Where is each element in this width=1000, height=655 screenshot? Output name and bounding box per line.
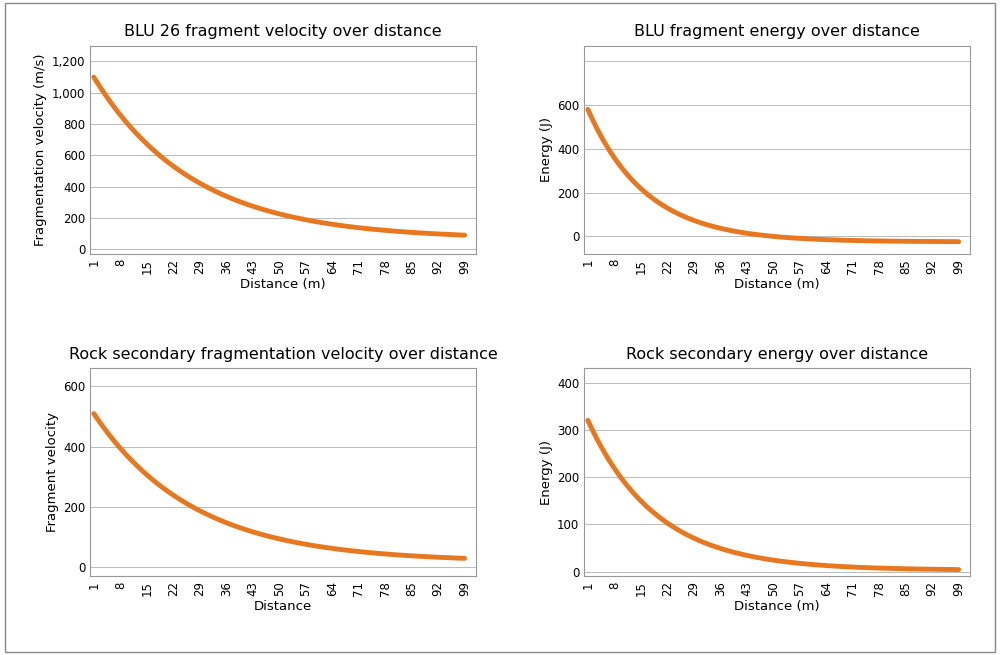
Title: Rock secondary energy over distance: Rock secondary energy over distance xyxy=(626,346,928,362)
X-axis label: Distance (m): Distance (m) xyxy=(734,278,820,291)
Y-axis label: Energy (J): Energy (J) xyxy=(540,117,553,182)
Y-axis label: Fragmentation velocity (m/s): Fragmentation velocity (m/s) xyxy=(34,54,47,246)
X-axis label: Distance (m): Distance (m) xyxy=(240,278,326,291)
X-axis label: Distance: Distance xyxy=(254,601,312,614)
Title: BLU fragment energy over distance: BLU fragment energy over distance xyxy=(634,24,920,39)
Y-axis label: Energy (J): Energy (J) xyxy=(540,440,553,505)
Title: Rock secondary fragmentation velocity over distance: Rock secondary fragmentation velocity ov… xyxy=(69,346,497,362)
Y-axis label: Fragment velocity: Fragment velocity xyxy=(46,413,59,533)
Title: BLU 26 fragment velocity over distance: BLU 26 fragment velocity over distance xyxy=(124,24,442,39)
X-axis label: Distance (m): Distance (m) xyxy=(734,601,820,614)
